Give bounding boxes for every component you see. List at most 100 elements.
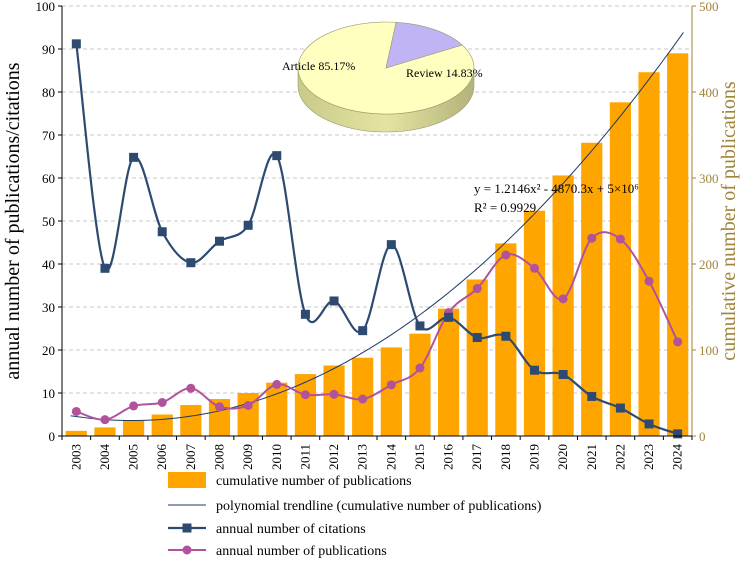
left-tick-label: 20: [42, 343, 55, 358]
citations-point: [157, 227, 167, 237]
lines-layer: [71, 39, 683, 439]
bar: [609, 102, 632, 436]
right-tick-label: 400: [699, 85, 719, 100]
x-tick-label: 2009: [240, 444, 255, 470]
publications-line: [75, 231, 679, 421]
left-tick-label: 40: [42, 257, 55, 272]
publications-point: [215, 402, 224, 412]
left-tick-label: 30: [42, 300, 55, 315]
publications-point: [272, 379, 282, 389]
citations-point: [329, 296, 339, 306]
publications-point: [71, 406, 81, 416]
right-tick-label: 500: [699, 0, 719, 14]
citations-point: [558, 370, 568, 380]
bar: [667, 53, 689, 437]
publications-point: [587, 233, 597, 243]
bar: [323, 365, 345, 436]
right-tick-label: 200: [699, 257, 719, 272]
bar: [552, 175, 574, 437]
publications-point: [100, 415, 110, 425]
citations-point: [386, 240, 396, 250]
publications-point: [501, 250, 511, 260]
bar: [380, 347, 402, 436]
right-tick-label: 100: [699, 343, 719, 358]
bar-layer: [65, 53, 689, 437]
publications-point: [530, 263, 539, 273]
publications-point: [386, 380, 396, 390]
publications-point: [243, 400, 253, 410]
left-tick-label: 90: [42, 42, 55, 57]
x-tick-label: 2019: [527, 444, 542, 470]
x-tick-label: 2006: [154, 444, 169, 471]
polynomial-trendline: [70, 32, 684, 422]
publications-point: [415, 363, 425, 373]
legend: cumulative number of publications polynom…: [168, 472, 542, 559]
right-axis-title: cumulative number of publications: [718, 81, 740, 361]
bar: [409, 333, 431, 436]
citations-point: [615, 403, 625, 413]
pie-label-review: Review 14.83%: [406, 66, 483, 80]
left-axis-title: annual number of publications/citations: [2, 62, 24, 379]
legend-label: polynomial trendline (cumulative number …: [216, 499, 542, 514]
bar: [437, 308, 460, 436]
x-tick-label: 2014: [383, 444, 398, 471]
citations-point: [71, 39, 81, 49]
citations-point: [501, 331, 511, 341]
publications-point: [157, 397, 167, 407]
citations-point: [530, 365, 539, 375]
legend-swatch-publications-marker: [182, 545, 192, 555]
citations-point: [444, 312, 454, 322]
x-tick-label: 2007: [183, 444, 198, 471]
trendline-layer: [70, 32, 684, 422]
citations-point: [358, 326, 368, 336]
x-tick-label: 2003: [68, 444, 83, 470]
trendline-r-squared: R² = 0.9929: [474, 200, 536, 215]
citations-point: [186, 258, 196, 268]
citations-point: [129, 152, 139, 162]
citations-point: [644, 419, 654, 429]
legend-label: cumulative number of publications: [216, 474, 412, 489]
publications-point: [472, 284, 482, 294]
x-tick-label: 2024: [670, 444, 685, 471]
left-tick-label: 100: [36, 0, 56, 14]
citations-point: [673, 429, 683, 439]
x-tick-label: 2005: [126, 444, 141, 470]
publications-point: [615, 234, 625, 244]
legend-swatch-citations-marker: [182, 523, 192, 533]
publications-point: [358, 394, 368, 404]
legend-label: annual number of publications: [216, 544, 387, 559]
publications-point: [673, 337, 683, 347]
citations-point: [415, 321, 425, 331]
x-tick-label: 2004: [97, 444, 112, 471]
bar: [180, 405, 202, 436]
inset-pie-chart: Article 85.17% Review 14.83%: [282, 21, 483, 133]
left-tick-label: 0: [49, 429, 56, 444]
bar: [237, 393, 259, 436]
x-tick-label: 2012: [326, 444, 341, 470]
bar: [466, 279, 488, 436]
left-tick-label: 60: [42, 171, 55, 186]
bar: [122, 420, 145, 436]
bar: [581, 142, 603, 437]
left-tick-label: 50: [42, 214, 55, 229]
bar: [523, 210, 546, 436]
legend-label: annual number of citations: [216, 522, 366, 537]
citations-point: [243, 220, 253, 230]
x-tick-label: 2018: [498, 444, 513, 470]
x-tick-label: 2017: [469, 444, 484, 471]
publications-point: [644, 276, 654, 286]
x-tick-label: 2010: [269, 444, 284, 470]
citations-point: [472, 333, 482, 343]
left-tick-label: 80: [42, 85, 55, 100]
legend-swatch-bars: [168, 472, 206, 488]
publications-point: [129, 401, 139, 411]
publications-point: [558, 294, 568, 304]
left-tick-label: 70: [42, 128, 55, 143]
bar: [65, 430, 87, 436]
axis-layer: 0 10 20 30 40 50 60 70 80 90 100 0 100 200 300 400 500 20…: [36, 0, 719, 470]
bar: [638, 72, 660, 436]
citations-point: [587, 391, 597, 401]
publications-point: [186, 383, 196, 393]
bar: [94, 427, 116, 436]
